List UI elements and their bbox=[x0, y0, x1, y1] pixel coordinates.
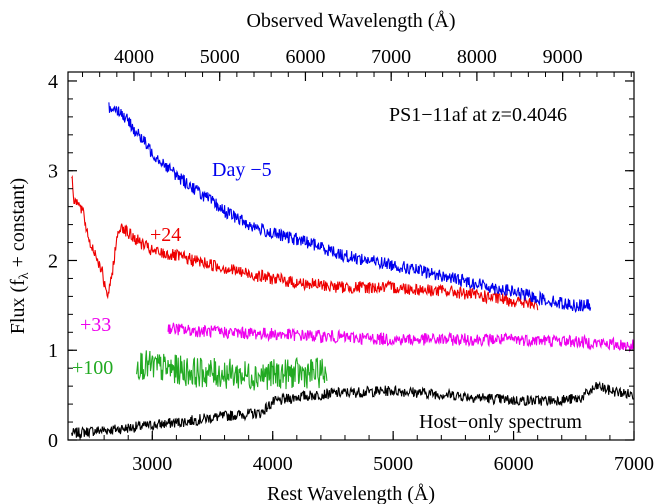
spectrum-line-4 bbox=[108, 102, 592, 313]
spectrum-line-1 bbox=[136, 350, 328, 391]
x-tick-label: 7000 bbox=[614, 453, 654, 475]
y-tick-label: 2 bbox=[48, 250, 58, 272]
x-tick-label: 6000 bbox=[494, 453, 534, 475]
series-label-day-5: Day −5 bbox=[212, 159, 272, 181]
series-label-plus100: +100 bbox=[72, 357, 113, 379]
y-tick-label: 3 bbox=[48, 161, 58, 183]
top-tick-label: 8000 bbox=[457, 46, 497, 68]
plot-frame bbox=[67, 71, 635, 441]
y-axis-title: Flux (fλ + constant) bbox=[7, 178, 32, 334]
top-tick-label: 4000 bbox=[114, 46, 154, 68]
spectrum-line-0 bbox=[71, 380, 635, 439]
tick-layer: 3000 4000 5000 6000 7000 0 1 2 3 4 4000 5000 6000 700… bbox=[48, 46, 654, 475]
series-label-host: Host−only spectrum bbox=[419, 411, 582, 433]
spectrum-line-2 bbox=[167, 322, 635, 353]
top-tick-label: 9000 bbox=[543, 46, 583, 68]
x-tick-label: 5000 bbox=[373, 453, 413, 475]
y-tick-label: 4 bbox=[48, 71, 58, 93]
annotation-label: PS1−11af at z=0.4046 bbox=[389, 104, 567, 126]
series-label-plus24: +24 bbox=[150, 224, 181, 246]
y-tick-label: 0 bbox=[48, 430, 58, 452]
x-tick-label: 4000 bbox=[253, 453, 293, 475]
series-layer bbox=[71, 102, 635, 439]
top-tick-label: 5000 bbox=[200, 46, 240, 68]
x-tick-label: 3000 bbox=[132, 453, 172, 475]
top-tick-label: 6000 bbox=[285, 46, 325, 68]
series-label-plus33: +33 bbox=[80, 314, 111, 336]
y-tick-label: 1 bbox=[48, 340, 58, 362]
top-tick-label: 7000 bbox=[371, 46, 411, 68]
top-axis-title: Observed Wavelength (Å) bbox=[246, 10, 455, 32]
x-axis-title: Rest Wavelength (Å) bbox=[267, 483, 435, 504]
spectrum-line-3 bbox=[71, 174, 539, 311]
